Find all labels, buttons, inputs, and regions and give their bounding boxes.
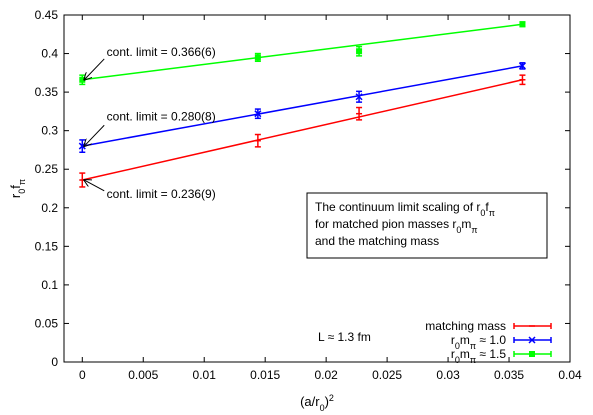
marker (254, 54, 261, 61)
marker (79, 76, 86, 83)
y-tick-label: 0.1 (41, 278, 58, 292)
scale-note: L ≈ 1.3 fm (318, 330, 371, 344)
info-box-line-2: and the matching mass (315, 234, 439, 248)
y-tick-label: 0.05 (35, 316, 59, 330)
y-axis-label: r0fπ (8, 179, 27, 198)
legend-swatch-1 (513, 336, 552, 344)
y-tick-label: 0 (51, 355, 58, 369)
y-tick-label: 0.25 (35, 162, 59, 176)
marker (356, 48, 363, 55)
fit-line-1 (82, 65, 523, 147)
x-tick-label: 0 (79, 368, 86, 382)
fit-lines (82, 23, 523, 181)
fit-line-0 (82, 79, 523, 181)
axes: 0 0.005 0.01 0.015 0.02 0.025 0.03 0.035 0.04 0 0.… (8, 8, 582, 413)
x-tick-label: 0.04 (558, 368, 582, 382)
x-tick-label: 0.005 (128, 368, 158, 382)
x-axis-label: (a/r0)2 (300, 393, 334, 413)
x-tick-label: 0.03 (436, 368, 460, 382)
marker (254, 110, 262, 118)
data-point-s0-1 (254, 133, 261, 148)
annotation-arrow-0 (84, 58, 105, 80)
y-tick-label: 0.4 (41, 47, 58, 61)
x-tick-label: 0.015 (250, 368, 280, 382)
y-tick-label: 0.3 (41, 124, 58, 138)
info-box-frame (306, 192, 548, 259)
data-point-s1-1 (254, 108, 262, 120)
info-box-line-1: for matched pion masses r0mπ (315, 217, 478, 235)
annotation-label-1: cont. limit = 0.280(8) (107, 110, 216, 124)
x-tick-label: 0.02 (314, 368, 338, 382)
legend-label-1: r0mπ ≈ 1.0 (451, 333, 506, 351)
legend-label-0: matching mass (425, 319, 506, 333)
data-point-s0-3 (519, 74, 526, 86)
x-tick-label: 0.035 (494, 368, 524, 382)
data-point-s2-2 (356, 45, 363, 57)
data-point-s2-1 (254, 52, 261, 63)
x-tick-label: 0.025 (372, 368, 402, 382)
annotation-arrow-2 (84, 180, 105, 192)
data-point-s1-3 (518, 62, 526, 70)
y-tick-label: 0.15 (35, 239, 59, 253)
marker (518, 62, 526, 70)
fit-line-2 (82, 23, 523, 81)
y-tick-label: 0.2 (41, 201, 58, 215)
marker (519, 21, 526, 28)
plot-frame (63, 14, 571, 363)
legend-swatch-0 (513, 323, 552, 329)
data-points (78, 21, 526, 188)
data-point-s2-3 (519, 21, 526, 28)
legend-marker (529, 351, 535, 357)
x-tick-label: 0.01 (193, 368, 217, 382)
y-tick-label: 0.35 (35, 85, 59, 99)
legend-label-2: r0mπ ≈ 1.5 (451, 347, 506, 365)
marker (355, 93, 363, 101)
annotations: cont. limit = 0.366(6) cont. limit = 0.28… (84, 45, 216, 201)
info-box-line-0: The continuum limit scaling of r0fπ (315, 200, 495, 218)
annotation-label-2: cont. limit = 0.236(9) (107, 187, 216, 201)
annotation-label-0: cont. limit = 0.366(6) (107, 45, 216, 59)
annotation-arrow-1 (84, 124, 105, 146)
data-point-s1-2 (355, 90, 363, 103)
legend-swatch-2 (513, 351, 552, 357)
data-point-s0-2 (356, 106, 363, 121)
legend-marker (528, 336, 536, 344)
y-tick-label: 0.45 (35, 8, 59, 22)
